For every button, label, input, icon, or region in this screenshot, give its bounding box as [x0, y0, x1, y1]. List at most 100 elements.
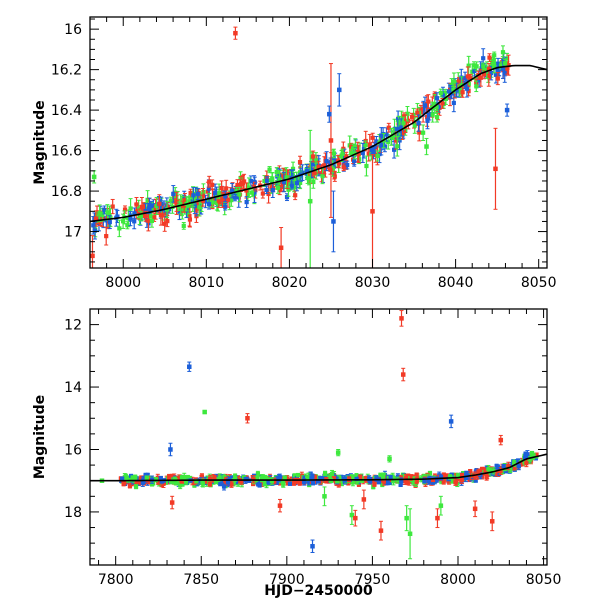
red-data-point — [104, 226, 109, 246]
red-data-point — [472, 500, 478, 518]
red-data-point — [208, 475, 213, 483]
green-data-point — [123, 475, 129, 481]
model-curve — [90, 453, 547, 482]
green-data-point — [144, 475, 149, 480]
red-data-point — [90, 235, 95, 268]
green-data-point — [364, 155, 369, 177]
blue-data-point — [187, 361, 192, 372]
blue-data-point — [501, 463, 506, 469]
green-data-point — [500, 45, 506, 60]
blue-data-point — [168, 442, 173, 457]
red-data-point — [370, 132, 375, 143]
red-data-point — [233, 26, 238, 40]
data-layer — [90, 310, 547, 560]
blue-data-point — [92, 221, 98, 240]
y-tick-label: 16 — [64, 442, 82, 458]
red-data-point — [361, 489, 367, 510]
x-tick-label: 8000 — [105, 275, 141, 291]
plot-frame — [89, 308, 548, 566]
green-data-point — [274, 167, 279, 177]
red-data-point — [493, 127, 498, 210]
red-data-point — [489, 511, 495, 532]
x-tick-label: 7850 — [183, 572, 219, 588]
green-data-point — [149, 214, 155, 228]
blue-data-point — [244, 196, 249, 208]
red-data-point — [182, 198, 187, 213]
y-tick-label: 17 — [64, 225, 82, 241]
green-data-point — [133, 483, 139, 490]
red-data-point — [297, 155, 303, 169]
blue-data-point — [448, 414, 454, 429]
red-data-point — [400, 367, 406, 382]
red-data-point — [311, 150, 316, 163]
blue-data-point — [287, 481, 293, 486]
red-data-point — [110, 198, 115, 215]
blue-data-point — [494, 463, 499, 470]
y-tick-label: 16.4 — [51, 103, 82, 119]
x-tick-label: 8040 — [438, 275, 474, 291]
green-data-point — [349, 505, 355, 525]
green-data-point — [120, 213, 126, 229]
green-data-point — [387, 455, 392, 463]
green-data-point — [438, 495, 444, 516]
blue-data-point — [331, 190, 336, 253]
red-data-point — [260, 188, 265, 199]
blue-data-point — [232, 193, 238, 202]
green-data-point — [269, 477, 275, 485]
x-tick-label: 8010 — [189, 275, 225, 291]
red-data-point — [316, 160, 321, 174]
red-data-point — [498, 434, 504, 446]
green-data-point — [412, 117, 417, 134]
red-data-point — [355, 141, 360, 163]
blue-data-point — [281, 171, 286, 193]
y-axis-label: Magnitude — [32, 395, 48, 479]
red-data-point — [322, 156, 327, 175]
red-data-point — [435, 508, 440, 529]
blue-data-point — [345, 160, 350, 170]
red-data-point — [212, 474, 217, 481]
green-data-point — [481, 62, 486, 71]
green-data-point — [375, 150, 380, 162]
green-data-point — [438, 88, 443, 98]
green-data-point — [97, 204, 102, 223]
green-data-point — [331, 148, 337, 159]
x-tick-label: 8050 — [521, 275, 557, 291]
blue-data-point — [448, 84, 453, 98]
red-data-point — [174, 191, 179, 212]
red-data-point — [278, 227, 284, 268]
blue-data-point — [416, 114, 421, 132]
blue-data-point — [148, 201, 154, 212]
green-data-point — [335, 448, 341, 457]
red-data-point — [207, 481, 212, 487]
y-tick-label: 16 — [64, 22, 82, 38]
blue-data-point — [504, 103, 510, 117]
red-data-point — [229, 481, 234, 488]
x-tick-label: 8000 — [440, 572, 476, 588]
red-data-point — [277, 498, 283, 513]
red-data-point — [341, 163, 346, 172]
blue-data-point — [337, 73, 342, 107]
x-tick-label: 8030 — [355, 275, 391, 291]
x-tick-label: 8020 — [272, 275, 308, 291]
green-data-point — [307, 129, 313, 268]
green-data-point — [492, 56, 497, 74]
green-data-point — [125, 221, 130, 230]
red-data-point — [332, 171, 337, 182]
green-data-point — [117, 219, 122, 238]
blue-data-point — [223, 202, 228, 211]
red-data-point — [169, 495, 175, 510]
green-data-point — [424, 137, 429, 156]
green-data-point — [491, 467, 496, 475]
blue-data-point — [223, 190, 228, 203]
green-data-point — [202, 409, 207, 415]
red-data-point — [417, 123, 422, 142]
x-tick-label: 7900 — [269, 572, 305, 588]
x-tick-label: 7800 — [98, 572, 134, 588]
blue-data-point — [158, 475, 163, 481]
y-tick-label: 12 — [64, 318, 82, 334]
red-data-point — [353, 509, 358, 527]
x-tick-label: 8050 — [526, 572, 562, 588]
green-data-point — [471, 61, 477, 70]
red-data-point — [486, 63, 492, 75]
top-panel: 8000 8010 8020 8030 8040 8050 16 16.2 16.4 16.6 16… — [32, 16, 557, 291]
